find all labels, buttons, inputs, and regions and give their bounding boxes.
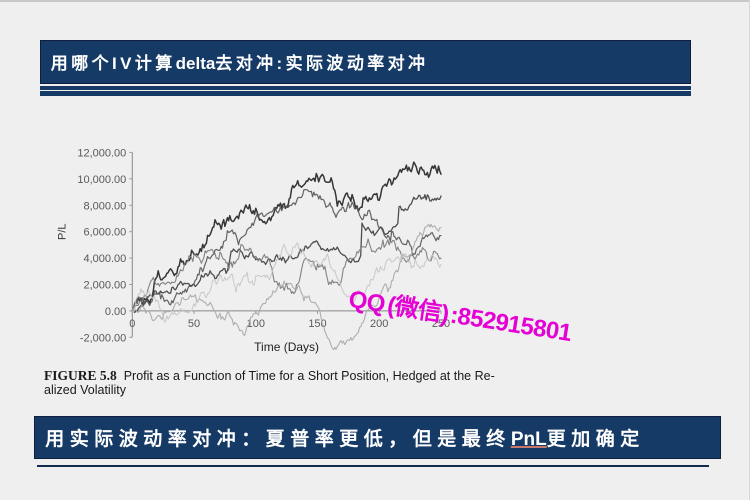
svg-text:P/L: P/L: [56, 223, 68, 240]
svg-text:50: 50: [188, 318, 200, 330]
svg-text:10,000.00: 10,000.00: [77, 174, 126, 186]
svg-text:12,000.00: 12,000.00: [77, 147, 126, 159]
svg-text:4,000.00: 4,000.00: [83, 253, 126, 265]
svg-text:0: 0: [129, 318, 135, 330]
svg-text:8,000.00: 8,000.00: [83, 200, 126, 212]
svg-text:2,000.00: 2,000.00: [83, 280, 126, 292]
svg-text:-2,000.00: -2,000.00: [80, 332, 126, 344]
svg-text:6,000.00: 6,000.00: [83, 227, 126, 239]
svg-text:Time (Days): Time (Days): [254, 340, 319, 354]
svg-text:0.00: 0.00: [105, 306, 126, 318]
